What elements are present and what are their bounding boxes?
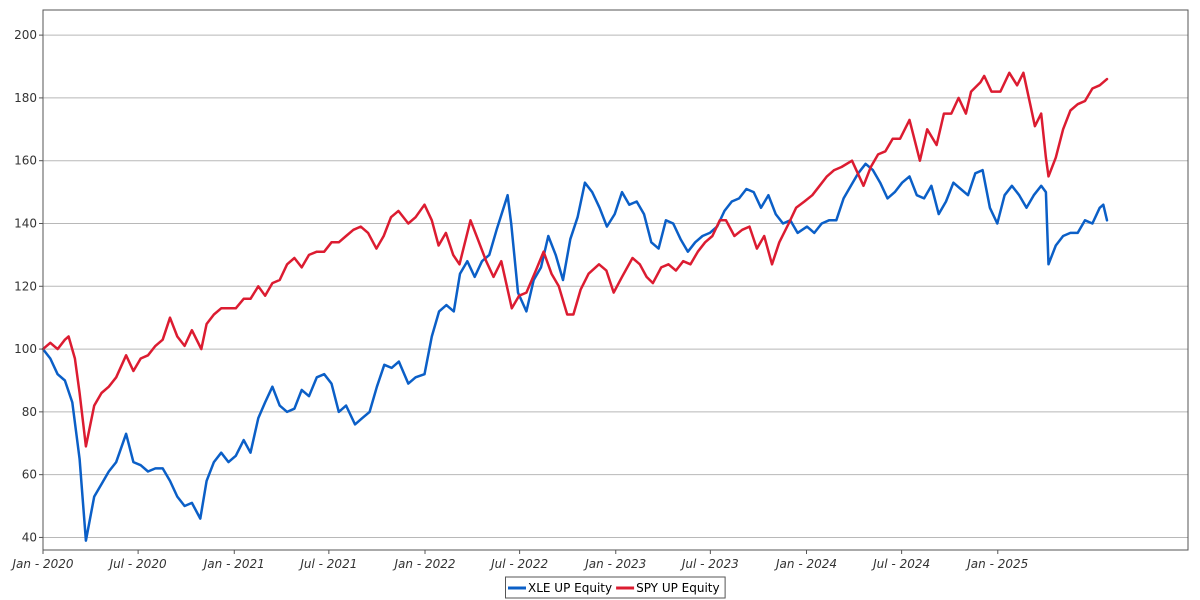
legend-label: XLE UP Equity (528, 581, 612, 595)
x-tick-label: Jan - 2025 (965, 557, 1028, 571)
y-tick-label: 160 (14, 154, 37, 168)
series-lines (41, 71, 1109, 542)
x-tick-label: Jan - 2020 (11, 557, 74, 571)
y-tick-label: 180 (14, 91, 37, 105)
y-tick-label: 200 (14, 28, 37, 42)
y-tick-label: 100 (14, 342, 37, 356)
x-tick-label: Jan - 2021 (202, 557, 265, 571)
y-tick-label: 140 (14, 216, 37, 230)
x-axis: Jan - 2020 Jul - 2020 Jan - 2021 Jul - 2021… (11, 550, 1028, 571)
x-tick-label: Jul - 2020 (108, 557, 167, 571)
x-tick-label: Jul - 2022 (489, 557, 548, 571)
x-tick-label: Jul - 2023 (680, 557, 739, 571)
gridlines (43, 34, 1188, 538)
x-tick-label: Jan - 2024 (774, 557, 837, 571)
legend: XLE UP Equity SPY UP Equity (505, 576, 726, 599)
y-tick-label: 60 (22, 468, 37, 482)
y-tick-label: 40 (22, 530, 37, 544)
x-tick-label: Jul - 2024 (871, 557, 930, 571)
legend-box (505, 576, 726, 599)
x-tick-label: Jan - 2022 (393, 557, 456, 571)
x-tick-label: Jul - 2021 (298, 557, 357, 571)
y-axis: 40 60 80 100 120 140 160 180 200 (14, 28, 43, 544)
legend-item: XLE UP Equity (508, 581, 612, 595)
y-tick-label: 80 (22, 405, 37, 419)
x-tick-label: Jan - 2023 (583, 557, 646, 571)
series-line-spy (41, 71, 1109, 448)
legend-item: SPY UP Equity (616, 581, 720, 595)
legend-label: SPY UP Equity (636, 581, 720, 595)
y-tick-label: 120 (14, 279, 37, 293)
series-line-xle (41, 162, 1109, 542)
